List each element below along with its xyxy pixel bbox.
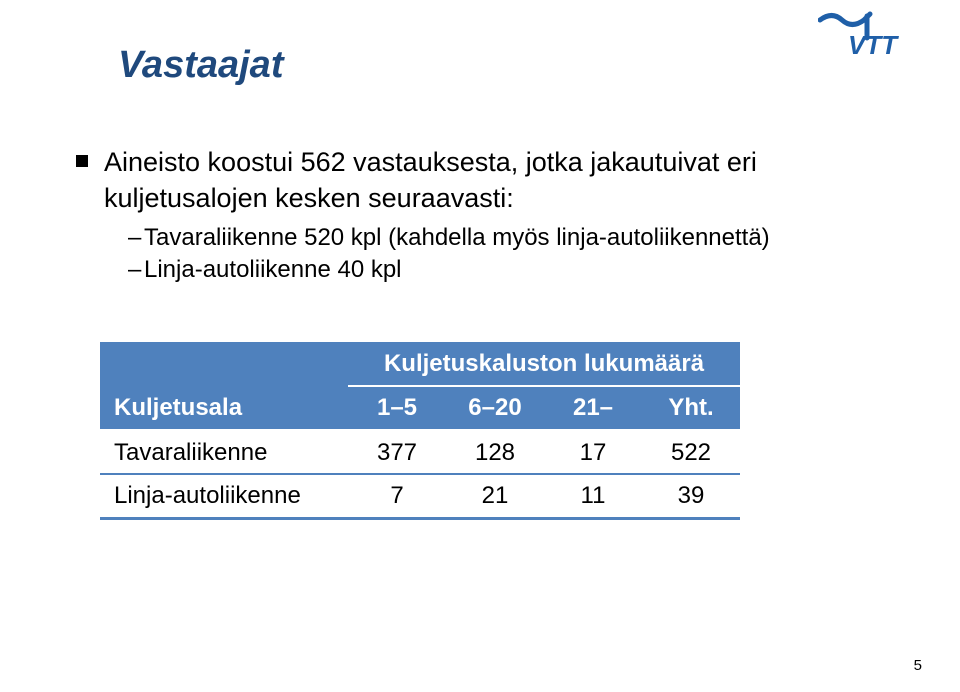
- content-area: Aineisto koostui 562 vastauksesta, jotka…: [76, 145, 890, 520]
- table-cell: 11: [544, 474, 642, 518]
- sub-bullet-list: – Tavaraliikenne 520 kpl (kahdella myös …: [128, 224, 890, 284]
- table-corner-cell: [100, 342, 348, 386]
- table-col-header: 1–5: [348, 386, 446, 430]
- bullet-text: Aineisto koostui 562 vastauksesta, jotka…: [104, 145, 890, 216]
- table-cell: 39: [642, 474, 740, 518]
- square-bullet-icon: [76, 155, 88, 167]
- table-cell: 21: [446, 474, 544, 518]
- table-cell: 17: [544, 430, 642, 474]
- data-table-container: Kuljetuskaluston lukumäärä Kuljetusala 1…: [100, 342, 740, 520]
- page-number: 5: [914, 657, 922, 674]
- table-row-label: Linja-autoliikenne: [100, 474, 348, 518]
- sub-bullet-text: Linja-autoliikenne 40 kpl: [144, 256, 402, 284]
- bullet-item: Aineisto koostui 562 vastauksesta, jotka…: [76, 145, 890, 216]
- table-row: Linja-autoliikenne 7 21 11 39: [100, 474, 740, 518]
- dash-icon: –: [128, 224, 144, 252]
- table-cell: 522: [642, 430, 740, 474]
- table-row-label: Tavaraliikenne: [100, 430, 348, 474]
- table-span-header: Kuljetuskaluston lukumäärä: [348, 342, 740, 386]
- table-row: Tavaraliikenne 377 128 17 522: [100, 430, 740, 474]
- sub-bullet-text: Tavaraliikenne 520 kpl (kahdella myös li…: [144, 224, 770, 252]
- table-cell: 7: [348, 474, 446, 518]
- vtt-logo: VTT: [818, 8, 938, 65]
- table-col-header: Kuljetusala: [100, 386, 348, 430]
- dash-icon: –: [128, 256, 144, 284]
- slide-title: Vastaajat: [118, 44, 890, 87]
- slide: VTT Vastaajat Aineisto koostui 562 vasta…: [0, 0, 960, 692]
- data-table: Kuljetuskaluston lukumäärä Kuljetusala 1…: [100, 342, 740, 520]
- table-cell: 377: [348, 430, 446, 474]
- svg-text:VTT: VTT: [848, 30, 899, 60]
- table-col-header: 21–: [544, 386, 642, 430]
- sub-bullet-item: – Linja-autoliikenne 40 kpl: [128, 256, 890, 284]
- table-col-header: 6–20: [446, 386, 544, 430]
- table-col-header: Yht.: [642, 386, 740, 430]
- sub-bullet-item: – Tavaraliikenne 520 kpl (kahdella myös …: [128, 224, 890, 252]
- table-cell: 128: [446, 430, 544, 474]
